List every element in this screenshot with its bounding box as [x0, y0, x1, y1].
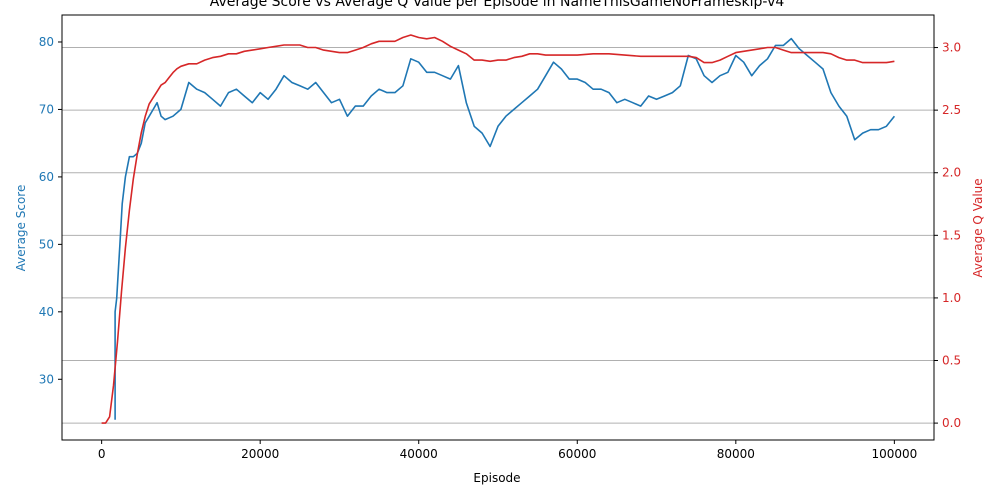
- y-left-tick-label: 60: [39, 170, 54, 184]
- x-tick-label: 60000: [558, 447, 596, 461]
- y-left-tick-label: 70: [39, 102, 54, 116]
- y-axis-left: 30 40 50 60 70 80: [39, 35, 62, 386]
- x-tick-label: 80000: [717, 447, 755, 461]
- y-left-tick-label: 50: [39, 237, 54, 251]
- y-axis-right-title: Average Q Value: [971, 178, 985, 277]
- y-left-tick-label: 30: [39, 372, 54, 386]
- y-right-tick-label: 0.0: [942, 416, 961, 430]
- y-axis-right: 0.0 0.5 1.0 1.5 2.0 2.5 3.0: [934, 41, 961, 430]
- x-tick-label: 20000: [241, 447, 279, 461]
- y-left-tick-label: 40: [39, 305, 54, 319]
- score-series-line: [114, 37, 896, 420]
- y-right-tick-label: 2.5: [942, 103, 961, 117]
- y-left-tick-label: 80: [39, 35, 54, 49]
- y-axis-left-title: Average Score: [14, 185, 28, 272]
- y-right-tick-label: 1.0: [942, 291, 961, 305]
- chart-title: Average Score vs Average Q Value per Epi…: [210, 0, 785, 10]
- y-right-tick-label: 3.0: [942, 41, 961, 55]
- x-tick-label: 100000: [871, 447, 917, 461]
- plot-series: [101, 34, 896, 424]
- y-right-tick-label: 1.5: [942, 228, 961, 242]
- plot-frame: [61, 14, 935, 441]
- grid: [62, 47, 934, 424]
- x-tick-label: 40000: [400, 447, 438, 461]
- y-right-tick-label: 0.5: [942, 354, 961, 368]
- x-axis: 0 20000 40000 60000 80000 100000: [98, 440, 917, 461]
- x-axis-title: Episode: [473, 471, 520, 485]
- y-right-tick-label: 2.0: [942, 166, 961, 180]
- x-tick-label: 0: [98, 447, 106, 461]
- q-value-series-line: [101, 34, 895, 424]
